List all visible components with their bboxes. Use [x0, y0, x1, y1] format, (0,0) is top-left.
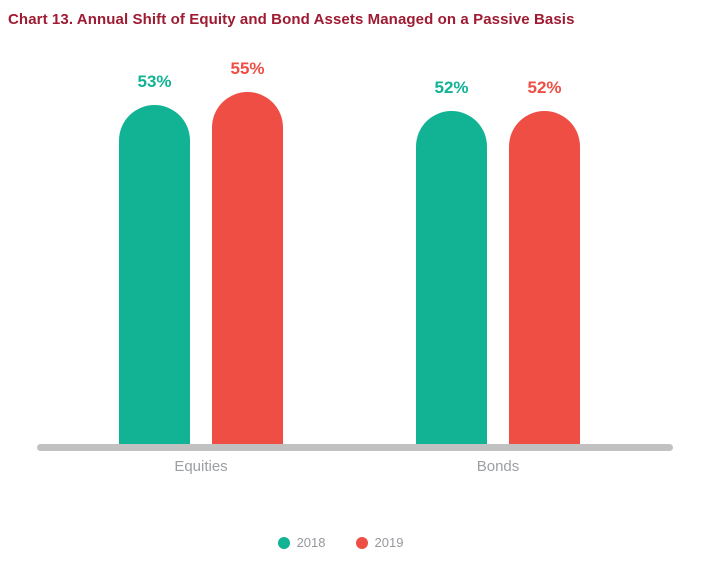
- bar-group-equities: 53% 55%: [119, 59, 283, 444]
- bar-value-label: 52%: [434, 78, 469, 97]
- bar-equities-2019: 55%: [212, 59, 283, 444]
- legend-label: 2018: [296, 535, 326, 550]
- bar-value-label: 55%: [230, 59, 265, 78]
- bar-shape: [212, 92, 283, 444]
- legend-label: 2019: [374, 535, 404, 550]
- legend-item-2019: 2019: [355, 535, 404, 550]
- bar-value-label: 53%: [137, 72, 172, 91]
- category-labels: Equities Bonds: [0, 458, 703, 475]
- x-axis-baseline: [37, 444, 673, 451]
- legend-item-2018: 2018: [277, 535, 326, 550]
- bar-groups: 53% 55% 52% 52%: [0, 59, 703, 444]
- category-label-equities: Equities: [174, 458, 228, 475]
- legend-dot-icon: [355, 536, 368, 549]
- bar-shape: [119, 105, 190, 444]
- bar-group-bonds: 52% 52%: [416, 78, 580, 444]
- bar-shape: [416, 111, 487, 444]
- bar-value-label: 52%: [527, 78, 562, 97]
- chart-plot-area: 53% 55% 52% 52%: [0, 59, 703, 451]
- category-label-bonds: Bonds: [476, 458, 520, 475]
- bar-bonds-2018: 52%: [416, 78, 487, 444]
- bar-equities-2018: 53%: [119, 72, 190, 444]
- bar-shape: [509, 111, 580, 444]
- bar-bonds-2019: 52%: [509, 78, 580, 444]
- legend: 2018 2019: [0, 535, 703, 550]
- chart-title: Chart 13. Annual Shift of Equity and Bon…: [8, 11, 575, 28]
- legend-dot-icon: [277, 536, 290, 549]
